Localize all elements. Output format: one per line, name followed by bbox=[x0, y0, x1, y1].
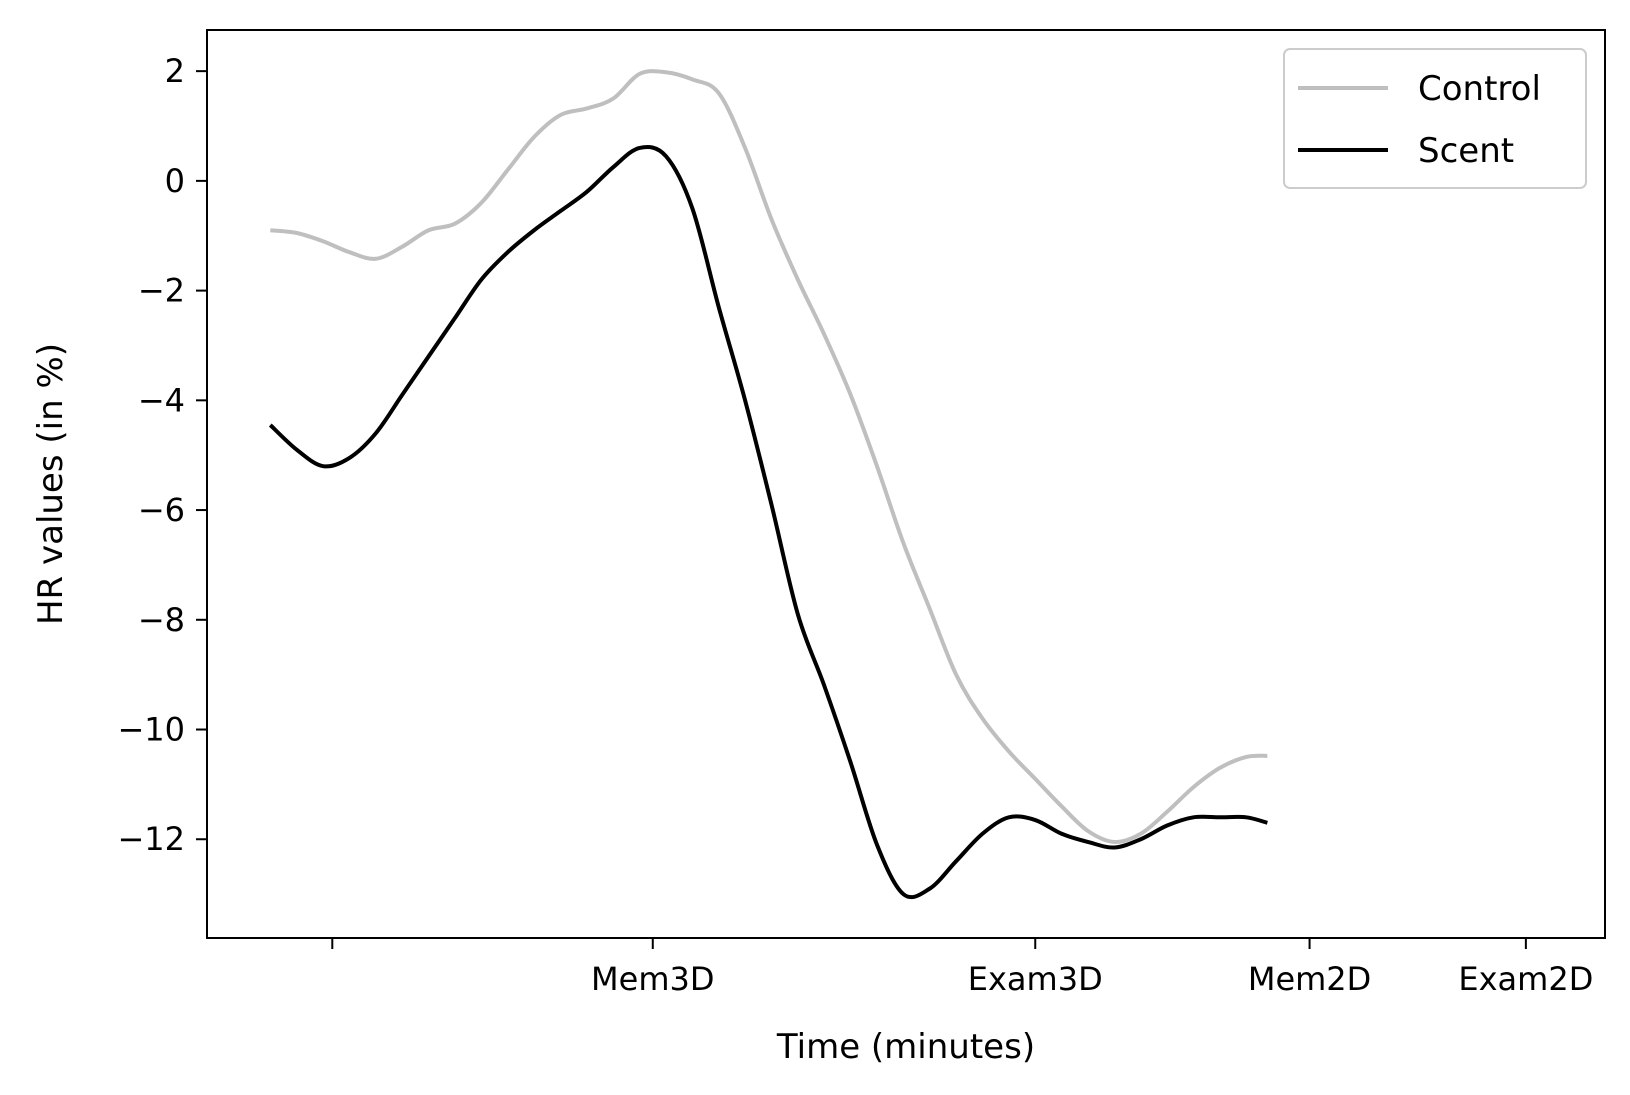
y-axis-label: HR values (in %) bbox=[31, 343, 71, 625]
y-tick-label: −12 bbox=[117, 820, 185, 858]
y-tick-label: −2 bbox=[138, 272, 185, 310]
x-axis: Mem3D Exam3D Mem2D Exam2D bbox=[331, 938, 1593, 998]
x-axis-label: Time (minutes) bbox=[776, 1027, 1035, 1067]
series-line-control bbox=[270, 69, 1268, 844]
y-tick-label: −6 bbox=[138, 491, 185, 529]
legend: Control Scent bbox=[1283, 48, 1587, 189]
x-tick-label: Exam3D bbox=[968, 960, 1103, 998]
legend-label-control: Control bbox=[1418, 69, 1541, 109]
y-tick-label: −4 bbox=[138, 381, 185, 419]
x-tick-label: Mem2D bbox=[1248, 960, 1371, 998]
series-layer bbox=[268, 69, 1268, 900]
legend-label-scent: Scent bbox=[1418, 131, 1514, 171]
x-tick-label: Exam2D bbox=[1458, 960, 1593, 998]
y-tick-label: 0 bbox=[165, 162, 185, 200]
plot-area-frame bbox=[206, 29, 1606, 939]
x-tick-label: Mem3D bbox=[591, 960, 714, 998]
y-tick-label: −8 bbox=[138, 601, 185, 639]
y-axis: 2 0 −2 −4 −6 −8 −10 −12 bbox=[117, 52, 207, 858]
y-tick-label: −10 bbox=[117, 711, 185, 749]
legend-box bbox=[1283, 48, 1587, 189]
y-tick-label: 2 bbox=[165, 52, 185, 90]
series-line-scent bbox=[268, 145, 1268, 900]
